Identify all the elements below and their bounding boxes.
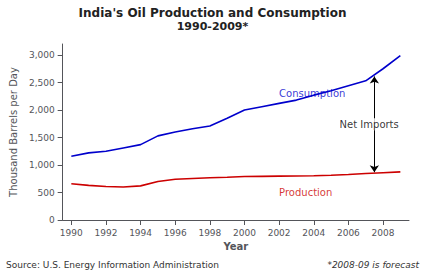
svg-text:2,000: 2,000 <box>29 105 55 115</box>
svg-text:2,500: 2,500 <box>29 78 55 88</box>
svg-text:1990-2009*: 1990-2009* <box>177 20 249 33</box>
svg-text:0: 0 <box>49 215 55 225</box>
svg-text:1,000: 1,000 <box>29 160 55 170</box>
svg-text:1998: 1998 <box>198 228 221 238</box>
svg-text:Source: U.S. Energy Informatio: Source: U.S. Energy Information Administ… <box>6 260 219 270</box>
svg-text:India's Oil Production and Con: India's Oil Production and Consumption <box>79 6 347 20</box>
svg-text:2002: 2002 <box>268 228 291 238</box>
svg-text:1,500: 1,500 <box>29 133 55 143</box>
svg-text:2004: 2004 <box>302 228 325 238</box>
svg-text:1994: 1994 <box>129 228 152 238</box>
svg-text:Production: Production <box>279 187 332 198</box>
svg-text:2000: 2000 <box>233 228 256 238</box>
svg-text:*2008-09 is forecast: *2008-09 is forecast <box>327 260 419 270</box>
svg-text:2006: 2006 <box>337 228 360 238</box>
svg-text:1990: 1990 <box>60 228 83 238</box>
svg-text:500: 500 <box>37 188 54 198</box>
svg-text:Thousand Barrels per Day: Thousand Barrels per Day <box>8 67 19 198</box>
svg-text:1992: 1992 <box>95 228 118 238</box>
svg-text:Year: Year <box>222 241 248 252</box>
svg-text:Net Imports: Net Imports <box>340 119 399 130</box>
svg-text:3,000: 3,000 <box>29 50 55 60</box>
svg-text:2008: 2008 <box>372 228 395 238</box>
svg-text:1996: 1996 <box>164 228 187 238</box>
svg-text:Consumption: Consumption <box>279 88 345 99</box>
